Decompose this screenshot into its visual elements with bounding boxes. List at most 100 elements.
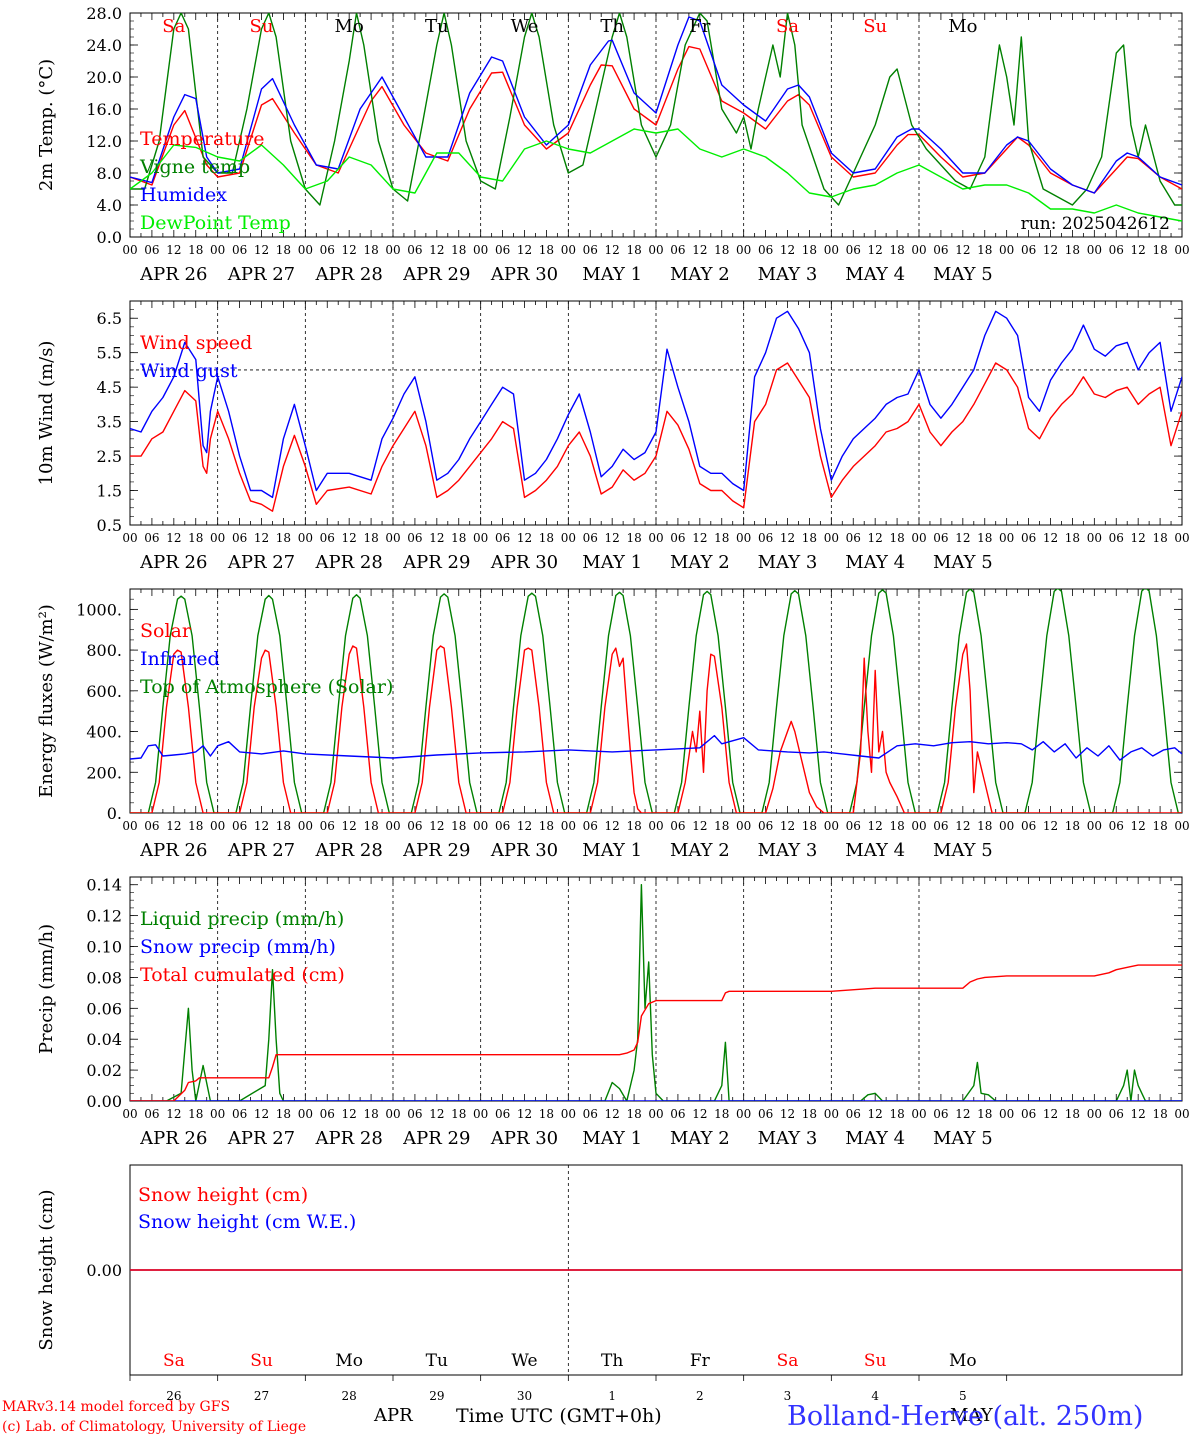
- day-number-label: 27: [254, 1389, 269, 1403]
- hour-tick-label: 12: [1043, 243, 1058, 257]
- hour-tick-label: 06: [320, 531, 335, 545]
- hour-tick-label: 00: [911, 1107, 926, 1121]
- hour-tick-label: 00: [824, 1107, 839, 1121]
- hour-tick-label: 12: [1131, 1107, 1146, 1121]
- hour-tick-label: 00: [561, 1107, 576, 1121]
- legend-entry: Wind speed: [140, 332, 252, 354]
- hour-tick-label: 18: [188, 531, 203, 545]
- hour-tick-label: 00: [122, 531, 137, 545]
- hour-tick-label: 18: [276, 1107, 291, 1121]
- y-tick-label: 0.5: [97, 516, 122, 535]
- date-label: MAY 5: [933, 552, 993, 573]
- hour-tick-label: 12: [1131, 819, 1146, 833]
- hour-tick-label: 18: [977, 243, 992, 257]
- y-tick-label: 0.12: [86, 907, 122, 926]
- hour-tick-label: 00: [1174, 819, 1189, 833]
- hour-tick-label: 06: [320, 819, 335, 833]
- legend-entry: Vigne temp: [139, 156, 250, 178]
- hour-tick-label: 06: [583, 819, 598, 833]
- hour-tick-label: 12: [166, 531, 181, 545]
- hour-tick-label: 12: [166, 819, 181, 833]
- y-tick-label: 24.0: [86, 36, 122, 55]
- weekday-label: Th: [601, 1351, 623, 1371]
- date-label: APR 30: [490, 1128, 558, 1149]
- weekday-label: Fr: [690, 1351, 711, 1371]
- hour-tick-label: 18: [451, 531, 466, 545]
- hour-tick-label: 12: [342, 531, 357, 545]
- date-label: APR 28: [315, 840, 383, 861]
- hour-tick-label: 06: [407, 1107, 422, 1121]
- hour-tick-label: 12: [254, 243, 269, 257]
- legend-entry: DewPoint Temp: [140, 212, 291, 234]
- hour-tick-label: 06: [1021, 1107, 1036, 1121]
- hour-tick-label: 06: [232, 819, 247, 833]
- series-vigne-temp: [130, 13, 1182, 206]
- hour-tick-label: 06: [232, 531, 247, 545]
- hour-tick-label: 00: [122, 1107, 137, 1121]
- hour-tick-label: 00: [1174, 1107, 1189, 1121]
- hour-tick-label: 06: [320, 1107, 335, 1121]
- hour-tick-label: 18: [276, 243, 291, 257]
- hour-tick-label: 12: [166, 1107, 181, 1121]
- hour-tick-label: 00: [824, 819, 839, 833]
- hour-tick-label: 00: [1087, 1107, 1102, 1121]
- hour-tick-label: 12: [254, 1107, 269, 1121]
- date-label: MAY 4: [845, 840, 905, 861]
- hour-tick-label: 06: [846, 531, 861, 545]
- series-total-cumulated-cm: [130, 964, 1182, 1101]
- hour-tick-label: 18: [889, 1107, 904, 1121]
- hour-tick-label: 12: [605, 243, 620, 257]
- series-wind-gust: [130, 310, 1182, 499]
- weekday-label: Mo: [948, 16, 977, 37]
- panel-5: 26 27 28 29 30 1 2 3 4 5 Sa Su Mo Tu We Th Fr Sa Su Mo 0.00 S…: [36, 1164, 1183, 1403]
- hour-tick-label: 18: [451, 819, 466, 833]
- hour-tick-label: 18: [188, 819, 203, 833]
- hour-tick-label: 12: [342, 1107, 357, 1121]
- y-tick-label: 0.00: [86, 1092, 122, 1111]
- weekday-label: We: [511, 1351, 537, 1371]
- hour-tick-label: 18: [802, 531, 817, 545]
- hour-tick-label: 00: [210, 1107, 225, 1121]
- hour-tick-label: 12: [429, 819, 444, 833]
- y-tick-label: 8.0: [97, 164, 122, 183]
- hour-tick-label: 12: [166, 243, 181, 257]
- hour-tick-label: 00: [473, 1107, 488, 1121]
- hour-tick-label: 12: [1043, 819, 1058, 833]
- day-number-label: 3: [784, 1389, 792, 1403]
- weekday-label: Mo: [335, 16, 364, 37]
- date-label: MAY 3: [758, 552, 818, 573]
- date-label: MAY 5: [933, 1128, 993, 1149]
- day-number-label: 2: [696, 1389, 704, 1403]
- hour-tick-label: 06: [758, 531, 773, 545]
- y-tick-label: 12.0: [86, 132, 122, 151]
- legend-entry: Snow height (cm W.E.): [138, 1211, 356, 1233]
- date-label: MAY 4: [845, 552, 905, 573]
- hour-tick-label: 18: [451, 243, 466, 257]
- hour-tick-label: 00: [385, 819, 400, 833]
- y-tick-label: 0.08: [86, 968, 122, 987]
- hour-tick-label: 06: [407, 243, 422, 257]
- series-dewpoint-temp: [130, 128, 1182, 222]
- hour-tick-label: 00: [122, 819, 137, 833]
- legend-entry: Top of Atmosphere (Solar): [140, 676, 393, 698]
- hour-tick-label: 18: [1065, 243, 1080, 257]
- hour-tick-label: 06: [232, 243, 247, 257]
- hour-tick-label: 06: [232, 1107, 247, 1121]
- date-label: APR 30: [490, 552, 558, 573]
- y-tick-label: 2.5: [97, 447, 122, 466]
- month-label-apr: APR: [374, 1405, 413, 1426]
- hour-tick-label: 06: [320, 243, 335, 257]
- hour-tick-label: 00: [210, 819, 225, 833]
- hour-tick-label: 00: [210, 243, 225, 257]
- hour-tick-label: 18: [802, 819, 817, 833]
- hour-tick-label: 12: [1131, 531, 1146, 545]
- hour-tick-label: 00: [999, 243, 1014, 257]
- date-label: APR 26: [139, 1128, 207, 1149]
- hour-tick-label: 06: [670, 243, 685, 257]
- y-tick-label: 0.06: [86, 999, 122, 1018]
- y-tick-label: 0.02: [86, 1061, 122, 1080]
- legend-entry: Solar: [140, 620, 192, 642]
- hour-tick-label: 18: [889, 243, 904, 257]
- hour-tick-label: 12: [868, 531, 883, 545]
